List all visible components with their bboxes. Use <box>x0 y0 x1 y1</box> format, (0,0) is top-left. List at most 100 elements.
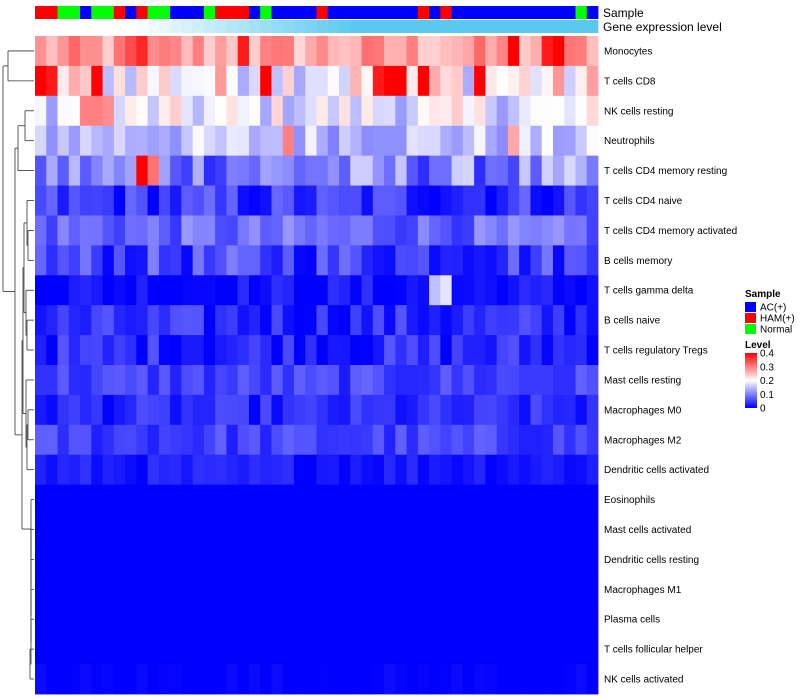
heatmap-cell <box>372 95 385 127</box>
heatmap-cell <box>350 155 362 186</box>
heatmap-cell <box>282 604 295 635</box>
heatmap-cell <box>203 365 216 396</box>
heatmap-cell <box>181 185 194 216</box>
heatmap-cell <box>564 245 576 276</box>
level-tick-label: 0.4 <box>760 349 774 360</box>
heatmap-cell <box>361 664 374 695</box>
heatmap-cell <box>91 604 103 635</box>
heatmap-cell <box>575 65 588 97</box>
heatmap-cell <box>215 574 227 605</box>
heatmap-cell <box>440 394 453 426</box>
heatmap-cell <box>125 36 137 67</box>
heatmap-cell <box>575 634 588 665</box>
heatmap-cell <box>339 305 351 336</box>
heatmap-cell <box>350 394 362 426</box>
heatmap-cell <box>125 604 137 635</box>
heatmap-cell <box>80 95 92 127</box>
heatmap-cell <box>586 634 599 665</box>
heatmap-cell <box>507 394 520 426</box>
heatmap-cell <box>237 185 250 216</box>
gene-expression-cell <box>552 20 565 33</box>
heatmap-cell <box>248 335 261 366</box>
heatmap-cell <box>485 394 498 426</box>
heatmap-cell <box>462 574 475 605</box>
heatmap-cell <box>575 275 588 306</box>
heatmap-cell <box>260 65 272 97</box>
heatmap-cell <box>181 36 194 67</box>
sample-anno-cell <box>305 6 317 19</box>
heatmap-cell <box>417 305 430 336</box>
heatmap-cell <box>474 305 486 336</box>
heatmap-cell <box>496 335 509 366</box>
heatmap-cell <box>384 335 396 366</box>
heatmap-cell <box>215 155 227 186</box>
heatmap-cell <box>541 305 554 336</box>
sample-anno-cell <box>113 6 126 19</box>
level-tick-label: 0.3 <box>760 362 774 373</box>
heatmap-cell <box>417 275 430 306</box>
heatmap-cell <box>271 275 284 306</box>
heatmap-cell <box>282 394 295 426</box>
heatmap-cell <box>293 305 306 336</box>
heatmap-cell <box>282 544 295 575</box>
heatmap-cell <box>35 185 47 216</box>
sample-anno-cell <box>46 6 58 19</box>
sample-anno-cell <box>293 6 306 19</box>
heatmap-cell <box>350 95 362 127</box>
heatmap-cell <box>519 424 531 456</box>
heatmap-cell <box>305 544 317 575</box>
heatmap-cell <box>305 634 317 665</box>
heatmap-cell <box>361 634 374 665</box>
heatmap-cell <box>158 634 171 665</box>
heatmap-cell <box>474 484 486 515</box>
heatmap-cell <box>395 634 407 665</box>
heatmap-cell <box>541 365 554 396</box>
heatmap-cell <box>203 664 216 695</box>
heatmap-cell <box>57 305 70 336</box>
heatmap-cell <box>507 125 520 157</box>
heatmap-cell <box>46 65 58 97</box>
heatmap-cell <box>586 305 599 336</box>
heatmap-cell <box>170 604 182 635</box>
heatmap-cell <box>474 335 486 366</box>
heatmap-cell <box>192 125 205 157</box>
heatmap-cell <box>80 335 92 366</box>
heatmap-cell <box>203 305 216 336</box>
heatmap-cell <box>192 514 205 545</box>
heatmap-cell <box>293 245 306 276</box>
heatmap-cell <box>429 574 441 605</box>
heatmap-cell <box>316 604 329 635</box>
heatmap-cell <box>102 664 115 695</box>
heatmap-cell <box>125 335 137 366</box>
heatmap-cell <box>68 574 81 605</box>
heatmap-cell <box>35 335 47 366</box>
heatmap-cell <box>226 365 239 396</box>
heatmap-cell <box>327 215 340 246</box>
heatmap-cell <box>237 125 250 157</box>
heatmap-cell <box>305 155 317 186</box>
heatmap-cell <box>305 335 317 366</box>
row-label: NK cells activated <box>604 675 683 686</box>
heatmap-cell <box>136 245 148 276</box>
heatmap-cell <box>564 454 576 486</box>
heatmap-cell <box>339 36 351 67</box>
heatmap-cell <box>271 574 284 605</box>
heatmap-cell <box>496 36 509 67</box>
heatmap-cell <box>181 454 194 486</box>
heatmap-cell <box>451 514 464 545</box>
heatmap-cell <box>496 394 509 426</box>
gene-expression-cell <box>564 20 576 33</box>
sample-anno-cell <box>158 6 171 19</box>
heatmap-cell <box>215 305 227 336</box>
heatmap-cell <box>260 484 272 515</box>
heatmap-cell <box>271 185 284 216</box>
heatmap-cell <box>485 275 498 306</box>
heatmap-cell <box>552 125 565 157</box>
heatmap-cell <box>68 335 81 366</box>
heatmap-cell <box>260 335 272 366</box>
heatmap-cell <box>530 245 543 276</box>
heatmap-cell <box>158 664 171 695</box>
heatmap-cell <box>215 394 227 426</box>
heatmap-cell <box>226 544 239 575</box>
sample-anno-cell <box>586 6 599 19</box>
